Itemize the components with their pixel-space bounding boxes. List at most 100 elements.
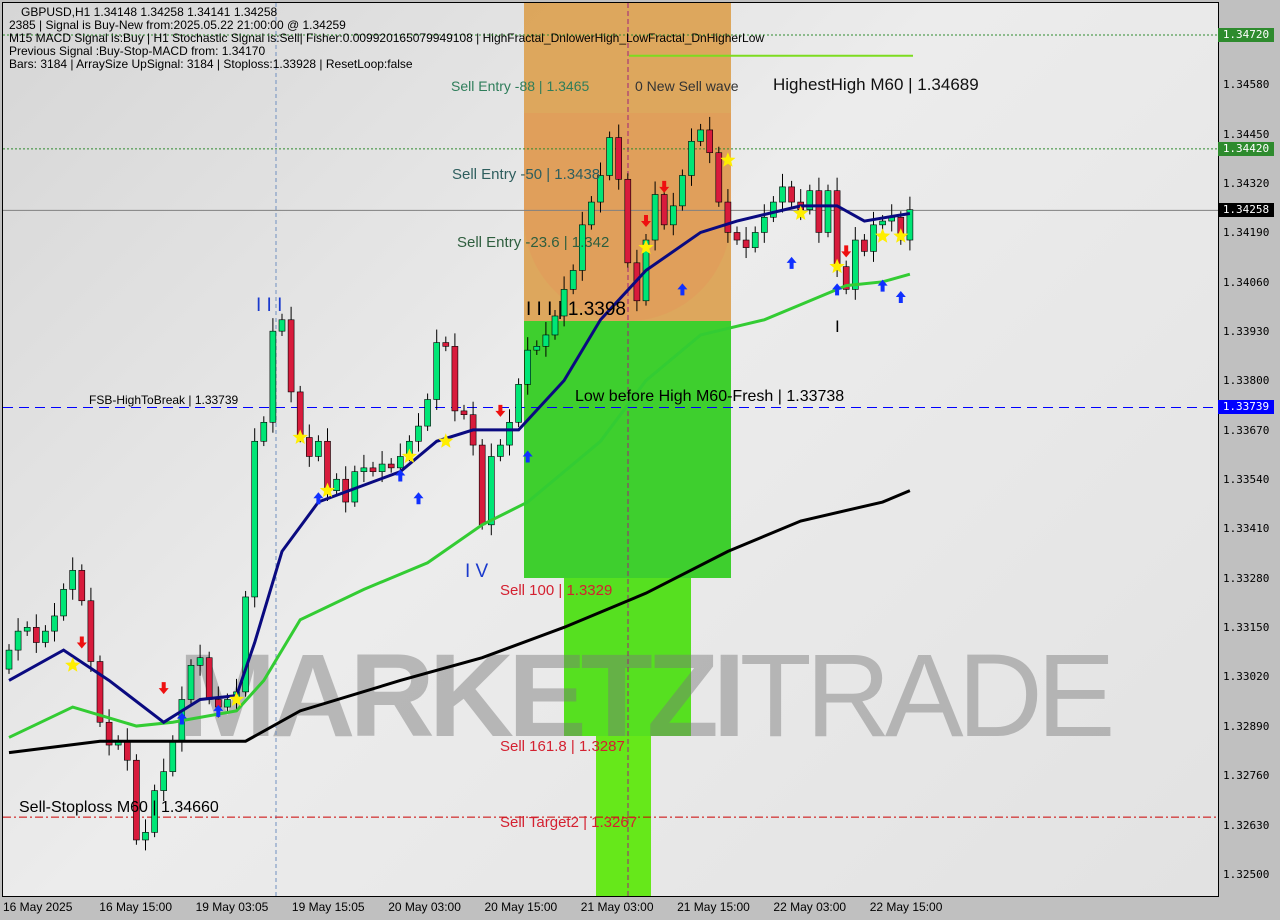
price-marker: 1.34720 bbox=[1218, 28, 1274, 42]
star-icon bbox=[720, 152, 736, 167]
candle-bull bbox=[251, 440, 258, 598]
candle-bull bbox=[187, 665, 195, 700]
buy-arrow-icon bbox=[522, 450, 533, 463]
candle-bull bbox=[160, 771, 167, 791]
candle-bear bbox=[724, 201, 732, 233]
candle-bull bbox=[779, 186, 786, 203]
header-bars: Bars: 3184 | ArraySize UpSignal: 3184 | … bbox=[9, 57, 413, 71]
candle-bull bbox=[396, 456, 404, 469]
star-icon bbox=[65, 657, 81, 672]
candle-bull bbox=[588, 201, 595, 226]
price-tick: 1.33020 bbox=[1223, 670, 1270, 684]
star-icon bbox=[793, 205, 809, 220]
candle-bull bbox=[151, 790, 158, 833]
label-new-sell-wave: 0 New Sell wave bbox=[635, 78, 739, 94]
ma-fast-line bbox=[8, 204, 911, 725]
candle-bull bbox=[424, 399, 431, 427]
buy-arrow-icon bbox=[176, 712, 187, 725]
candle-bull bbox=[651, 194, 659, 241]
buy-arrow-icon bbox=[877, 279, 888, 292]
label-sell-stoploss: Sell-Stoploss M60 | 1.34660 bbox=[19, 799, 219, 816]
candle-bull bbox=[42, 630, 49, 643]
candle-bear bbox=[387, 463, 395, 469]
candle-bull bbox=[879, 220, 886, 226]
sell-arrow-icon bbox=[76, 636, 87, 649]
star-icon bbox=[874, 228, 891, 243]
candle-bear bbox=[460, 410, 468, 416]
ma-mid-line bbox=[8, 272, 911, 739]
price-tick: 1.34450 bbox=[1223, 127, 1270, 141]
candle-bear bbox=[742, 239, 750, 248]
candle-bear bbox=[715, 152, 723, 203]
buy-arrow-icon bbox=[677, 283, 688, 296]
candle-bull bbox=[906, 209, 914, 241]
candle-bull bbox=[333, 478, 340, 491]
star-icon bbox=[893, 228, 909, 243]
candle-bull bbox=[242, 596, 249, 693]
candle-bull bbox=[5, 649, 13, 670]
price-tick: 1.34060 bbox=[1223, 275, 1270, 289]
candle-bull bbox=[515, 384, 522, 423]
candle-bear bbox=[660, 194, 668, 226]
candle-bear bbox=[451, 346, 459, 412]
label-highest-high: HighestHigh M60 | 1.34689 bbox=[773, 75, 979, 94]
buy-arrow-icon bbox=[413, 492, 424, 505]
chart-plot-area[interactable]: MARKETZITRADE GBPUSD,H1 1.34148 1.34258 … bbox=[2, 2, 1219, 897]
candle-bear bbox=[615, 137, 623, 180]
price-tick: 1.34580 bbox=[1223, 78, 1270, 92]
star-icon bbox=[292, 429, 308, 444]
price-tick: 1.32760 bbox=[1223, 769, 1270, 783]
buy-arrow-icon bbox=[895, 290, 906, 303]
candle-bear bbox=[833, 190, 841, 267]
price-tick: 1.33410 bbox=[1223, 522, 1270, 536]
buy-arrow-icon bbox=[832, 283, 843, 296]
candle-bear bbox=[706, 129, 714, 154]
sell-arrow-icon bbox=[659, 180, 670, 193]
price-marker: 1.34258 bbox=[1218, 203, 1274, 218]
time-tick: 20 May 15:00 bbox=[484, 900, 558, 914]
candle-bear bbox=[624, 178, 632, 264]
candle-bull bbox=[69, 570, 76, 590]
candle-bull bbox=[542, 334, 550, 347]
candle-bull bbox=[669, 205, 677, 226]
candle-bull bbox=[679, 175, 686, 207]
header-indicators: M15 MACD Signal is:Buy | H1 Stochastic S… bbox=[9, 31, 765, 45]
candle-bull bbox=[560, 289, 568, 317]
candle-bear bbox=[287, 319, 295, 393]
candle-bear bbox=[733, 232, 741, 241]
candle-bull bbox=[60, 589, 67, 617]
label-sell-entry-23-6: Sell Entry -23.6 | 1.342 bbox=[457, 234, 610, 251]
candle-bear bbox=[788, 186, 795, 203]
time-tick: 19 May 03:05 bbox=[195, 900, 269, 914]
price-tick: 1.33800 bbox=[1223, 374, 1270, 388]
candle-bull bbox=[360, 467, 368, 472]
time-tick: 20 May 03:00 bbox=[388, 900, 461, 914]
target-zone-green-3 bbox=[596, 736, 651, 896]
time-tick: 21 May 15:00 bbox=[677, 900, 750, 914]
candle-bear bbox=[842, 266, 850, 290]
star-icon bbox=[438, 433, 454, 448]
candle-bull bbox=[870, 224, 877, 252]
candle-bull bbox=[278, 319, 286, 332]
header-signal: 2385 | Signal is Buy-New from:2025.05.22… bbox=[9, 18, 346, 32]
candle-bear bbox=[124, 740, 131, 761]
label-wave-4: I V bbox=[465, 561, 489, 582]
candle-bear bbox=[305, 437, 313, 457]
star-icon bbox=[401, 448, 418, 463]
buy-arrow-icon bbox=[213, 704, 224, 717]
star-icon bbox=[319, 482, 336, 498]
time-tick: 22 May 03:00 bbox=[773, 900, 847, 914]
star-icon bbox=[829, 258, 845, 274]
price-tick: 1.32890 bbox=[1223, 719, 1270, 733]
label-sell-161-8: Sell 161.8 | 1.3287 bbox=[500, 738, 625, 755]
label-wave-1: I bbox=[835, 317, 840, 336]
watermark-logo: MARKETZITRADE bbox=[178, 630, 1116, 762]
candle-bull bbox=[169, 740, 177, 772]
candle-bull bbox=[506, 421, 513, 446]
candle-bear bbox=[105, 721, 113, 746]
time-tick: 19 May 15:05 bbox=[291, 900, 365, 914]
candle-bull bbox=[497, 444, 504, 457]
candle-bull bbox=[415, 425, 422, 442]
candle-bull bbox=[533, 346, 541, 351]
candle-bull bbox=[51, 615, 58, 632]
